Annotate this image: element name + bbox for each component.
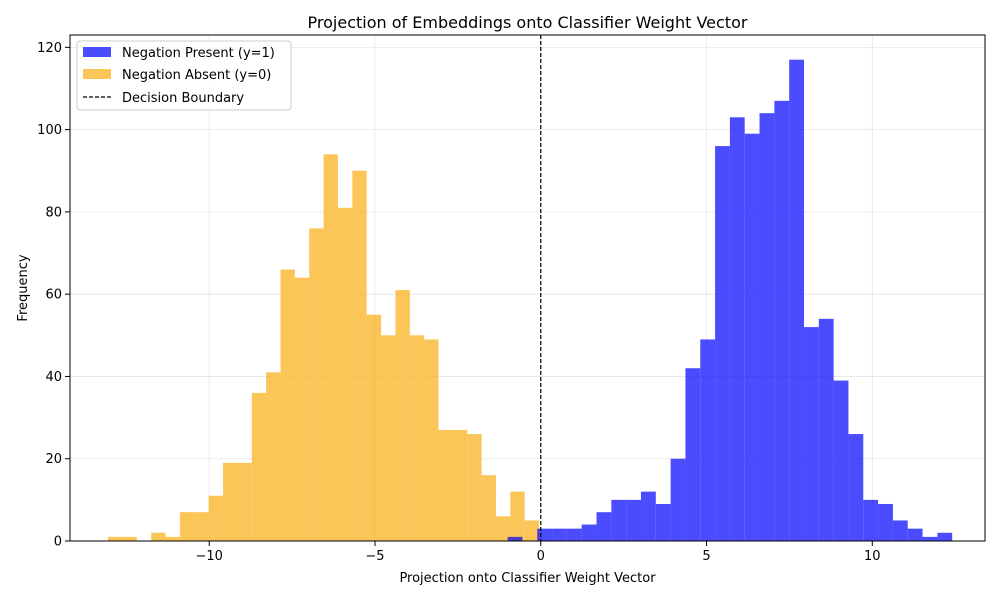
present-bar <box>685 368 701 541</box>
present-bar <box>863 499 879 541</box>
legend-swatch-absent <box>83 69 111 79</box>
present-bar <box>789 59 804 542</box>
absent-bar <box>294 277 310 541</box>
y-tick-label: 0 <box>54 535 62 550</box>
absent-bar <box>165 536 180 541</box>
present-bar <box>774 100 790 541</box>
absent-bar <box>280 269 295 541</box>
present-bar <box>759 113 775 542</box>
absent-bar <box>208 495 224 541</box>
present-bar <box>581 524 597 541</box>
present-bar <box>596 512 612 541</box>
present-bar <box>833 380 849 541</box>
absent-bar <box>366 314 382 541</box>
present-bar <box>715 146 730 541</box>
absent-bar <box>237 462 252 541</box>
present-bar <box>537 528 553 541</box>
x-tick-label: 10 <box>864 549 881 564</box>
present-bar <box>848 434 864 541</box>
absent-bar <box>352 170 367 541</box>
absent-bar <box>481 475 496 541</box>
present-bar <box>611 499 627 541</box>
absent-bar <box>323 154 338 541</box>
absent-bar <box>151 532 166 541</box>
present-bar <box>566 528 582 541</box>
present-bar <box>818 318 834 541</box>
absent-bar <box>108 536 123 541</box>
absent-bar <box>510 491 525 541</box>
absent-bar <box>438 429 453 541</box>
legend-swatch-present <box>83 47 111 57</box>
x-tick-label: 5 <box>702 549 710 564</box>
absent-bar <box>424 339 439 541</box>
present-bar <box>640 491 656 541</box>
present-bar <box>878 503 893 541</box>
present-bar <box>937 532 953 541</box>
y-tick-label: 40 <box>45 370 62 385</box>
legend-box <box>76 40 292 111</box>
absent-bar <box>194 512 209 541</box>
absent-bar <box>223 462 238 541</box>
absent-bar <box>467 434 482 541</box>
present-bar <box>670 458 686 541</box>
x-axis-label: Projection onto Classifier Weight Vector <box>399 571 656 586</box>
present-bar <box>744 133 760 542</box>
legend-label-present: Negation Present (y=1) <box>122 46 275 61</box>
x-tick-label: −5 <box>365 549 384 564</box>
present-bar <box>655 503 671 541</box>
present-bar <box>507 536 523 541</box>
present-bar <box>729 117 745 541</box>
absent-bar <box>266 372 281 541</box>
present-bar <box>552 528 567 541</box>
y-tick-label: 120 <box>37 41 62 56</box>
absent-bar <box>179 512 195 541</box>
legend-label-absent: Negation Absent (y=0) <box>122 68 271 83</box>
y-tick-label: 100 <box>37 123 62 138</box>
absent-bar <box>381 335 396 541</box>
absent-bar <box>409 335 425 541</box>
absent-bar <box>337 207 353 541</box>
present-bar <box>892 520 908 541</box>
y-axis-label: Frequency <box>16 254 31 321</box>
present-bar <box>700 339 716 541</box>
plot-frame <box>69 34 986 542</box>
bars-layer <box>108 59 953 542</box>
absent-bar <box>452 429 468 541</box>
present-bar <box>803 327 819 541</box>
chart-title: Projection of Embeddings onto Classifier… <box>308 13 748 32</box>
y-tick-label: 60 <box>45 288 62 303</box>
present-bar <box>907 528 923 541</box>
x-tick-label: 0 <box>537 549 545 564</box>
legend: Negation Present (y=1) Negation Absent (… <box>76 40 292 111</box>
absent-bar <box>309 228 324 541</box>
absent-bar <box>122 536 137 541</box>
absent-bar <box>395 290 410 541</box>
present-bar <box>626 499 641 541</box>
present-bar <box>922 536 938 541</box>
x-tick-label: −10 <box>196 549 223 564</box>
legend-label-boundary: Decision Boundary <box>122 91 244 106</box>
absent-bar <box>524 520 540 541</box>
y-tick-label: 80 <box>45 205 62 220</box>
absent-bar <box>251 392 267 541</box>
absent-bar <box>495 516 511 541</box>
y-tick-label: 20 <box>45 452 62 467</box>
